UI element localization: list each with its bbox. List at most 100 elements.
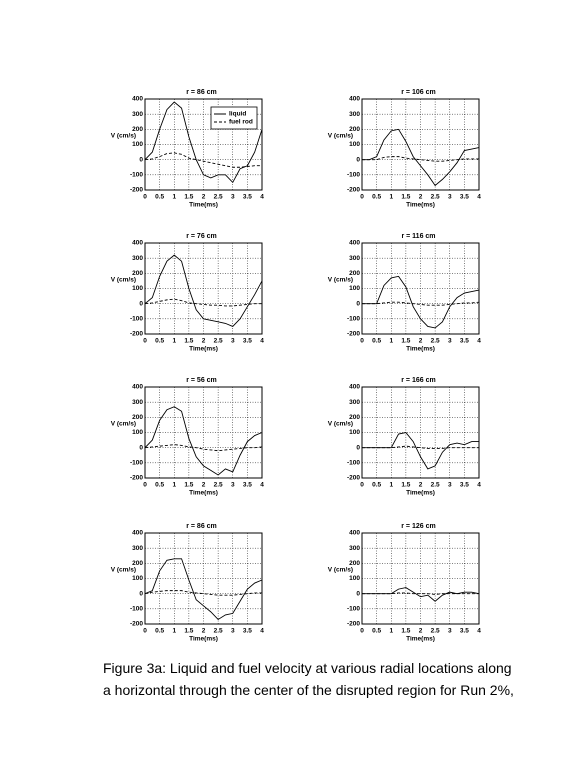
y-axis-label: V (cm/s) bbox=[328, 567, 353, 574]
chart-title: r = 86 cm bbox=[186, 89, 217, 96]
y-tick-label: -200 bbox=[130, 621, 143, 628]
x-tick-label: 1.5 bbox=[401, 628, 410, 635]
x-tick-label: 0.5 bbox=[155, 628, 164, 635]
chart: 0 0.5 1 1.5 2 2.5 3 3.5 4 -200 -100 0 100 200 300 400 r … bbox=[328, 377, 481, 497]
x-tick-label: 3.5 bbox=[460, 338, 469, 345]
x-tick-label: 1.5 bbox=[184, 628, 193, 635]
x-tick-label: 1 bbox=[172, 628, 176, 635]
x-axis-label: Time(ms) bbox=[189, 202, 218, 209]
y-tick-label: 100 bbox=[349, 429, 360, 436]
y-tick-label: 400 bbox=[349, 530, 360, 537]
x-axis-label: Time(ms) bbox=[406, 490, 435, 497]
chart: 0 0.5 1 1.5 2 2.5 3 3.5 4 -200 -100 0 100 200 300 400 r … bbox=[328, 89, 481, 209]
y-tick-label: 400 bbox=[349, 384, 360, 391]
data-line bbox=[362, 445, 479, 449]
y-tick-label: 300 bbox=[349, 255, 360, 262]
x-tick-label: 0 bbox=[360, 338, 364, 345]
x-tick-label: 2.5 bbox=[214, 628, 223, 635]
plot-frame bbox=[361, 242, 480, 335]
data-line bbox=[362, 128, 480, 187]
y-tick-label: 300 bbox=[349, 545, 360, 552]
data-line bbox=[144, 254, 263, 327]
data-line bbox=[362, 592, 479, 595]
y-tick-label: 300 bbox=[132, 111, 143, 118]
x-tick-label: 4 bbox=[477, 482, 481, 489]
x-axis-label: Time(ms) bbox=[406, 202, 435, 209]
y-tick-label: 100 bbox=[349, 285, 360, 292]
x-tick-label: 1 bbox=[389, 482, 393, 489]
x-tick-label: 3.5 bbox=[460, 194, 469, 201]
x-tick-label: 4 bbox=[260, 482, 264, 489]
x-tick-label: 0.5 bbox=[372, 194, 381, 201]
y-tick-label: 400 bbox=[132, 530, 143, 537]
y-tick-label: 100 bbox=[349, 575, 360, 582]
y-tick-label: 0 bbox=[356, 156, 360, 163]
y-tick-label: -200 bbox=[347, 621, 360, 628]
x-tick-label: 0 bbox=[143, 628, 147, 635]
y-tick-label: 100 bbox=[132, 575, 143, 582]
y-tick-label: -100 bbox=[130, 460, 143, 467]
y-tick-label: 200 bbox=[349, 270, 360, 277]
x-tick-label: 2 bbox=[419, 628, 423, 635]
chart-title: r = 76 cm bbox=[186, 233, 217, 240]
y-tick-label: 0 bbox=[356, 300, 360, 307]
x-tick-label: 0 bbox=[143, 338, 147, 345]
y-tick-label: 200 bbox=[349, 414, 360, 421]
y-tick-label: 0 bbox=[139, 590, 143, 597]
data-line bbox=[362, 587, 480, 602]
y-tick-label: -100 bbox=[130, 606, 143, 613]
x-tick-label: 2 bbox=[419, 482, 423, 489]
x-tick-label: 3.5 bbox=[243, 628, 252, 635]
y-tick-label: -100 bbox=[347, 172, 360, 179]
data-line bbox=[362, 301, 480, 306]
y-tick-label: 200 bbox=[132, 126, 143, 133]
x-tick-label: 0.5 bbox=[372, 338, 381, 345]
x-tick-label: 1 bbox=[172, 338, 176, 345]
x-tick-label: 0 bbox=[360, 482, 364, 489]
y-tick-label: 100 bbox=[132, 285, 143, 292]
x-tick-label: 1 bbox=[172, 482, 176, 489]
chart-title: r = 56 cm bbox=[186, 377, 217, 384]
x-tick-label: 2 bbox=[419, 194, 423, 201]
chart: 0 0.5 1 1.5 2 2.5 3 3.5 4 -200 -100 0 100 200 300 400 r … bbox=[111, 89, 264, 209]
y-tick-label: -100 bbox=[347, 606, 360, 613]
plot-frame bbox=[144, 532, 263, 625]
y-tick-label: -200 bbox=[130, 187, 143, 194]
x-tick-label: 0.5 bbox=[372, 628, 381, 635]
x-tick-label: 2 bbox=[419, 338, 423, 345]
x-axis-label: Time(ms) bbox=[406, 636, 435, 643]
y-tick-label: -100 bbox=[130, 172, 143, 179]
y-tick-label: -200 bbox=[130, 475, 143, 482]
caption-line: Figure 3a: Liquid and fuel velocity at v… bbox=[103, 660, 512, 676]
x-tick-label: 3.5 bbox=[460, 482, 469, 489]
x-tick-label: 3 bbox=[448, 338, 452, 345]
y-tick-label: 300 bbox=[349, 111, 360, 118]
x-tick-label: 1.5 bbox=[184, 194, 193, 201]
x-tick-label: 0 bbox=[143, 482, 147, 489]
chart: 0 0.5 1 1.5 2 2.5 3 3.5 4 -200 -100 0 100 200 300 400 r … bbox=[328, 523, 481, 643]
x-tick-label: 3.5 bbox=[243, 482, 252, 489]
chart-title: r = 116 cm bbox=[401, 233, 435, 240]
x-tick-label: 4 bbox=[260, 628, 264, 635]
plot-frame bbox=[144, 98, 263, 191]
y-tick-label: 0 bbox=[139, 300, 143, 307]
y-tick-label: 400 bbox=[132, 96, 143, 103]
y-tick-label: -200 bbox=[130, 331, 143, 338]
x-tick-label: 1 bbox=[389, 194, 393, 201]
chart: 0 0.5 1 1.5 2 2.5 3 3.5 4 -200 -100 0 100 200 300 400 r … bbox=[328, 233, 481, 353]
legend-box bbox=[210, 106, 258, 130]
x-tick-label: 0.5 bbox=[155, 338, 164, 345]
y-tick-label: -200 bbox=[347, 331, 360, 338]
x-tick-label: 2.5 bbox=[214, 194, 223, 201]
plot-frame bbox=[361, 532, 480, 625]
chart-title: r = 86 cm bbox=[186, 523, 217, 530]
x-tick-label: 3 bbox=[448, 482, 452, 489]
x-tick-label: 4 bbox=[260, 338, 264, 345]
x-tick-label: 3.5 bbox=[243, 194, 252, 201]
x-tick-label: 3 bbox=[231, 338, 235, 345]
chart: 0 0.5 1 1.5 2 2.5 3 3.5 4 -200 -100 0 100 200 300 400 r … bbox=[111, 523, 264, 643]
data-line bbox=[362, 275, 480, 329]
y-tick-label: 200 bbox=[132, 270, 143, 277]
y-tick-label: 200 bbox=[132, 560, 143, 567]
